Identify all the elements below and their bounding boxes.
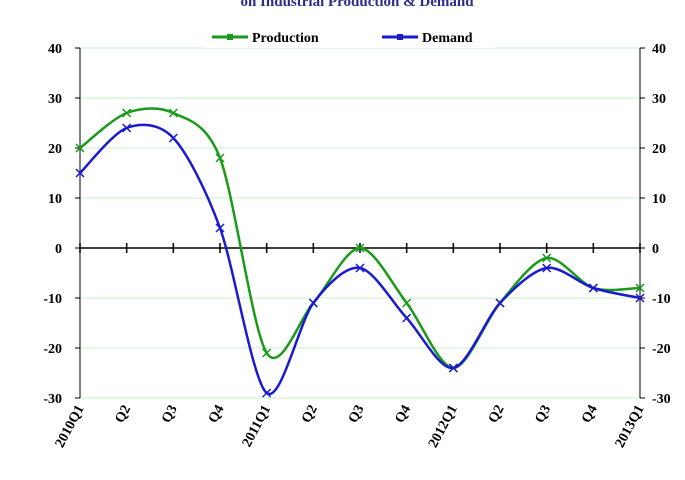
x-tick-label: Q2 — [299, 403, 321, 426]
y-tick-label-left: 30 — [48, 92, 62, 107]
data-point — [262, 348, 272, 358]
data-point — [262, 388, 272, 398]
legend: Production Demand — [205, 26, 495, 48]
data-point — [168, 108, 178, 118]
data-point — [355, 263, 365, 273]
x-tick-label: Q4 — [206, 403, 228, 426]
data-point — [355, 243, 365, 253]
y-tick-label-right: 30 — [652, 92, 666, 107]
data-point — [402, 313, 412, 323]
legend-marker-demand — [397, 34, 403, 40]
data-point — [402, 298, 412, 308]
series-line-production — [79, 107, 641, 370]
y-tick-label-left: 20 — [48, 142, 62, 157]
y-tick-label-right: 20 — [652, 142, 666, 157]
data-point — [308, 298, 318, 308]
y-tick-label-left: 10 — [48, 192, 62, 207]
series-line-demand — [79, 123, 641, 396]
y-tick-label-right: -30 — [652, 392, 671, 407]
y-tick-label-right: -20 — [652, 342, 671, 357]
legend-label-demand: Demand — [422, 31, 473, 46]
series-lines — [75, 107, 645, 398]
gridlines — [80, 47, 640, 399]
data-point — [122, 108, 132, 118]
data-point — [75, 168, 85, 178]
y-tick-label-left: -10 — [43, 292, 62, 307]
legend-background — [205, 26, 495, 48]
data-point — [588, 283, 598, 293]
data-point — [448, 363, 458, 373]
legend-label-production: Production — [252, 31, 319, 46]
y-tick-label-right: 40 — [652, 42, 666, 57]
y-tick-label-right: 0 — [652, 242, 659, 257]
y-tick-label-left: 0 — [55, 242, 62, 257]
x-tick-label: Q2 — [113, 403, 135, 426]
y-tick-label-right: -10 — [652, 292, 671, 307]
x-tick-label: Q2 — [486, 403, 508, 426]
x-tick-label: Q3 — [533, 403, 555, 426]
data-point — [215, 223, 225, 233]
y-tick-label-left: 40 — [48, 42, 62, 57]
data-point — [542, 263, 552, 273]
x-tick-label: Q4 — [393, 403, 415, 426]
y-tick-label-left: -30 — [43, 392, 62, 407]
legend-marker-production — [227, 34, 233, 40]
x-tick-label: Q4 — [579, 403, 601, 426]
data-point — [495, 298, 505, 308]
y-tick-label-right: 10 — [652, 192, 666, 207]
data-point — [168, 133, 178, 143]
data-point — [542, 253, 552, 263]
data-point — [75, 143, 85, 153]
data-point — [635, 293, 645, 303]
x-tick-label: Q3 — [159, 403, 181, 426]
chart-title: on Industrial Production & Demand — [240, 0, 474, 10]
x-tick-label: Q3 — [346, 403, 368, 426]
data-point — [122, 123, 132, 133]
y-tick-label-left: -20 — [43, 342, 62, 357]
series-demand — [75, 123, 645, 398]
data-point — [635, 283, 645, 293]
data-point — [215, 153, 225, 163]
